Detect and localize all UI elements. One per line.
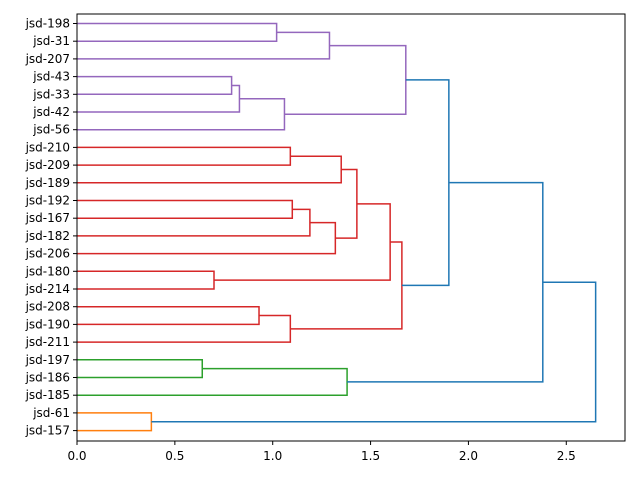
y-axis: jsd-198 jsd-31 jsd-207 jsd-43 jsd-33 jsd-42 js… <box>25 17 77 438</box>
leaf-label: jsd-61 <box>32 406 70 420</box>
leaf-label: jsd-42 <box>32 105 70 119</box>
leaf-label: jsd-206 <box>25 247 70 261</box>
leaf-label: jsd-207 <box>25 52 70 66</box>
x-tick-label: 0.5 <box>165 449 184 463</box>
dendrogram-link-19 <box>77 359 204 379</box>
leaf-label: jsd-167 <box>25 211 70 225</box>
leaf-label: jsd-197 <box>25 353 70 367</box>
dendrogram-link-23 <box>151 281 597 423</box>
leaf-label: jsd-56 <box>32 123 70 137</box>
x-tick-label: 0.0 <box>67 449 86 463</box>
dendrogram-link-22 <box>77 412 153 432</box>
leaf-label: jsd-210 <box>25 140 70 154</box>
x-tick-label: 1.5 <box>361 449 380 463</box>
leaf-label: jsd-211 <box>25 335 70 349</box>
dendrogram-link-14 <box>214 203 391 281</box>
dendrogram-link-17 <box>290 241 403 330</box>
leaf-label: jsd-198 <box>25 17 70 31</box>
leaf-label: jsd-192 <box>25 194 70 208</box>
dendrogram-link-6 <box>284 44 407 115</box>
dendrogram-link-20 <box>77 367 348 396</box>
dendrogram-link-15 <box>77 305 260 326</box>
leaf-label: jsd-185 <box>25 388 70 402</box>
x-axis: 0.0 0.5 1.0 1.5 2.0 2.5 <box>67 441 576 463</box>
dendrogram-link-11 <box>77 221 337 255</box>
dendrogram-links <box>77 22 597 432</box>
leaf-label: jsd-186 <box>25 371 70 385</box>
x-tick-label: 1.0 <box>263 449 282 463</box>
leaf-label: jsd-180 <box>25 264 70 278</box>
dendrogram-link-9 <box>77 199 294 219</box>
dendrogram-link-7 <box>77 146 292 166</box>
dendrogram-link-21 <box>347 181 544 383</box>
dendrogram-link-1 <box>77 22 278 42</box>
leaf-label: jsd-43 <box>32 70 70 84</box>
leaf-label: jsd-190 <box>25 317 70 331</box>
leaf-label: jsd-182 <box>25 229 70 243</box>
leaf-label: jsd-33 <box>32 87 70 101</box>
plot-frame <box>76 13 626 442</box>
dendrogram-link-10 <box>77 208 311 237</box>
dendrogram-link-18 <box>401 79 450 287</box>
dendrogram-link-4 <box>77 84 241 113</box>
dendrogram-link-2 <box>77 31 331 60</box>
dendrogram-link-12 <box>335 168 358 239</box>
x-tick-label: 2.0 <box>459 449 478 463</box>
x-tick-label: 2.5 <box>557 449 576 463</box>
dendrogram-link-13 <box>77 270 215 290</box>
leaf-label: jsd-208 <box>25 300 70 314</box>
dendrogram-link-3 <box>77 75 233 96</box>
leaf-label: jsd-209 <box>25 158 70 172</box>
leaf-label: jsd-189 <box>25 176 70 190</box>
leaf-label: jsd-31 <box>32 34 70 48</box>
dendrogram-link-5 <box>77 97 286 131</box>
dendrogram-link-8 <box>77 155 342 184</box>
leaf-label: jsd-157 <box>25 424 70 438</box>
leaf-label: jsd-214 <box>25 282 70 296</box>
